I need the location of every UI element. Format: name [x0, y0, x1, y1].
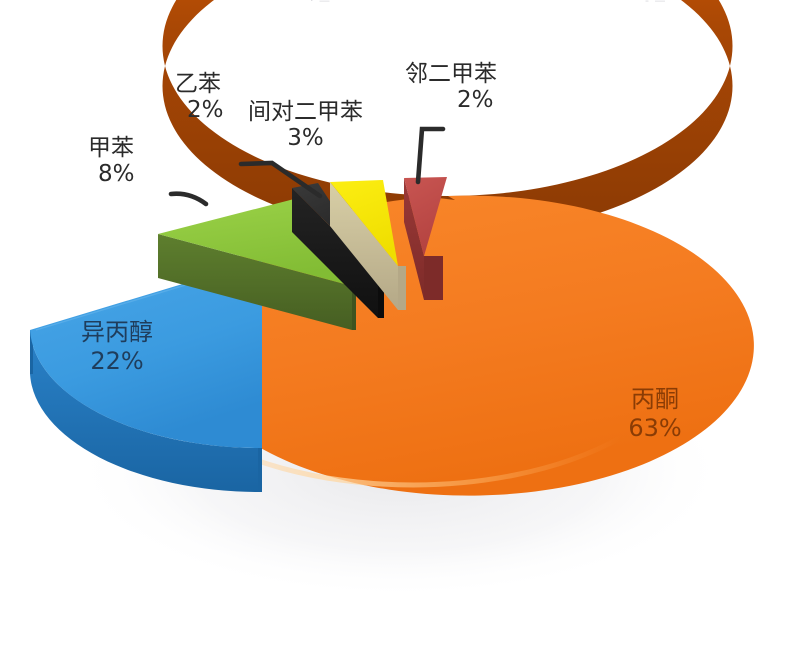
slice-label-acetone-name: 丙酮: [631, 385, 679, 413]
pie-slice-o-xylene[interactable]: [404, 177, 447, 300]
callout-o-xylene: 邻二甲苯 2%: [405, 61, 497, 114]
leader-line-o-xylene: [415, 126, 446, 185]
callout-toluene-name: 甲苯: [88, 135, 134, 161]
slice-label-isopropanol-name: 异丙醇: [81, 318, 153, 346]
cropped-text-fragment-right: - —: [645, 0, 667, 7]
slice-label-isopropanol-value: 22%: [90, 346, 144, 375]
slice-label-acetone-value: 63%: [628, 413, 682, 442]
slice-label-acetone: 丙酮 63%: [600, 385, 710, 443]
callout-ethylbenzene-name: 乙苯: [175, 71, 221, 97]
callout-o-xylene-value: 2%: [457, 86, 494, 113]
callout-mp-xylene-value: 3%: [287, 124, 324, 151]
leader-line-ethylbenzene: [238, 160, 323, 199]
callout-leader-lines: [168, 126, 446, 207]
callout-o-xylene-name: 邻二甲苯: [405, 61, 497, 87]
slice-label-isopropanol: 异丙醇 22%: [52, 318, 182, 376]
leader-line-toluene: [168, 191, 209, 207]
callout-ethylbenzene-value: 2%: [187, 96, 224, 123]
callout-mp-xylene: 间对二甲苯 3%: [248, 99, 363, 152]
callout-toluene: 甲苯 8%: [88, 135, 135, 188]
callout-ethylbenzene: 乙苯 2%: [175, 71, 224, 124]
pie-slice-mp-xylene[interactable]: [330, 180, 406, 310]
cropped-text-fragment-left: · —: [310, 0, 331, 7]
callout-mp-xylene-name: 间对二甲苯: [248, 99, 363, 125]
callout-toluene-value: 8%: [98, 160, 135, 187]
